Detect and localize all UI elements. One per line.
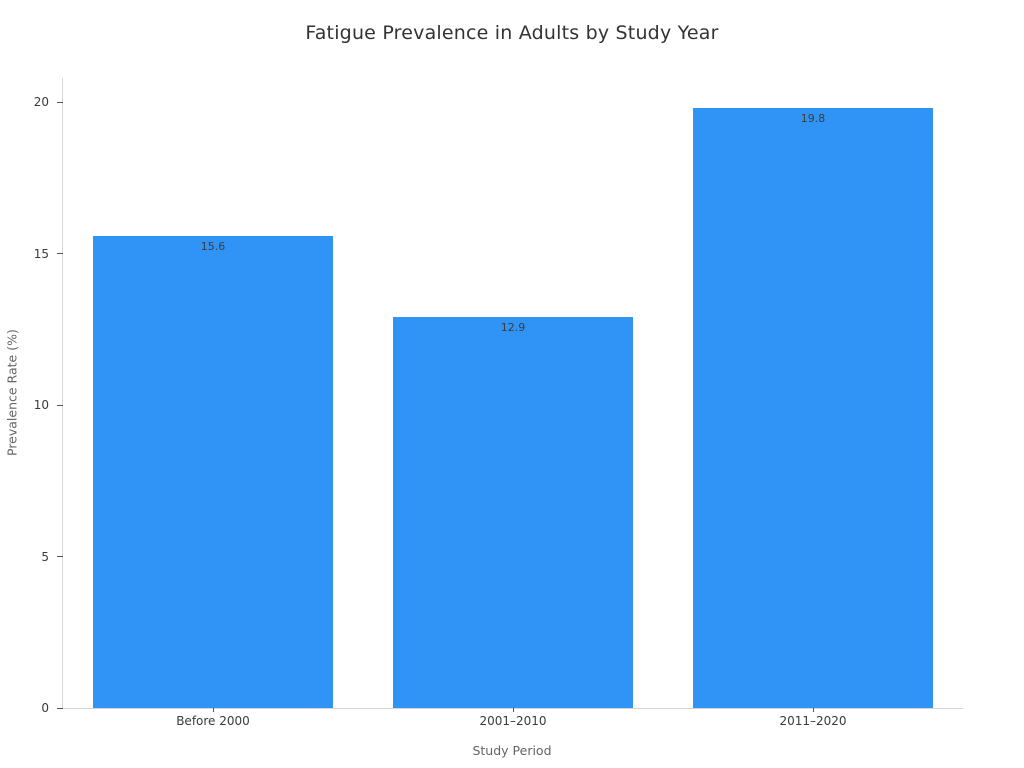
bar-value-label: 19.8 [800,112,826,126]
y-tick-label: 10 [33,398,49,413]
x-tick-label: 2001–2010 [479,714,547,728]
x-tick-mark [512,708,514,712]
y-tick-label: 15 [33,246,49,261]
x-tick-label: 2011–2020 [779,714,847,728]
y-tick-mark [57,101,63,103]
x-tick-mark [812,708,814,712]
bar: 15.6 [93,235,333,708]
bar: 12.9 [393,317,633,708]
x-tick-mark [212,708,214,712]
bar-value-label: 12.9 [500,321,526,335]
plot-area: 0 5 10 15 20 15.6 Before 2000 12.9 2001–2010 19.8… [34,78,963,728]
bar-value-label: 15.6 [200,239,226,253]
bar: 19.8 [693,108,933,708]
x-axis-label: Study Period [472,743,552,758]
chart-title: Fatigue Prevalence in Adults by Study Ye… [305,22,719,44]
y-tick-label: 5 [41,549,49,564]
y-tick-mark [57,556,63,558]
y-axis-label: Prevalence Rate (%) [4,329,20,457]
y-tick-mark [57,253,63,255]
y-tick-mark [57,404,63,406]
x-tick-label: Before 2000 [176,714,250,728]
y-tick-label: 20 [33,95,49,110]
y-tick-mark [57,707,63,709]
y-tick-label: 0 [41,701,49,715]
